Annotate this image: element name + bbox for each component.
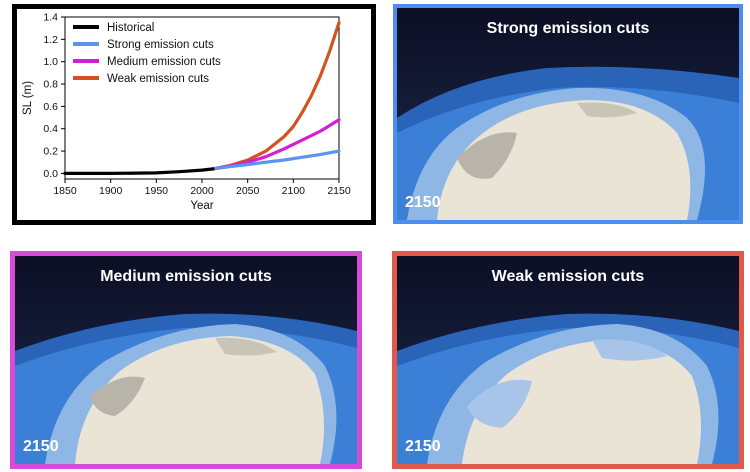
- y-tick-label: 1.4: [43, 12, 58, 24]
- x-tick-label: 2050: [236, 185, 260, 197]
- x-tick-label: 1850: [53, 185, 77, 197]
- scenario-title: Strong emission cuts: [486, 20, 650, 37]
- strong-emission-scene-panel: Strong emission cuts 2150: [393, 4, 743, 224]
- sea-level-chart-panel: 0.0 0.2 0.4 0.6 0.8 1.0 1.2 1.4 1850 1900 1950 2000…: [12, 4, 376, 225]
- series-line-weak-emission-cuts: [211, 21, 341, 171]
- antarctica-render-image: [15, 256, 357, 464]
- sea-level-chart: 0.0 0.2 0.4 0.6 0.8 1.0 1.2 1.4 1850 1900 1950 2000…: [22, 12, 351, 213]
- y-tick-label: 0.8: [43, 79, 58, 91]
- x-tick-label: 1900: [99, 185, 123, 197]
- legend-label: Strong emission cuts: [107, 39, 214, 51]
- weak-emission-scene-panel: Weak emission cuts 2150: [392, 251, 744, 469]
- x-tick-label: 2100: [282, 185, 306, 197]
- y-tick-label: 0.4: [43, 123, 58, 135]
- x-tick-label: 2000: [190, 185, 214, 197]
- series-line-strong-emission-cuts: [211, 149, 341, 171]
- series-line-historical: [63, 167, 215, 175]
- y-axis-title: SL (m): [22, 81, 34, 115]
- y-tick-label: 0.6: [43, 101, 58, 113]
- y-tick-label: 0.2: [43, 146, 58, 158]
- antarctica-render-image: [397, 8, 739, 220]
- y-tick-label: 1.2: [43, 34, 58, 46]
- legend-label: Weak emission cuts: [107, 73, 209, 85]
- x-tick-label: 1950: [145, 185, 169, 197]
- x-axis-title: Year: [190, 200, 213, 212]
- antarctica-render-image: [397, 256, 739, 464]
- scenario-title: Medium emission cuts: [100, 268, 272, 285]
- legend-label: Medium emission cuts: [107, 56, 221, 68]
- y-tick-label: 0.0: [43, 168, 58, 180]
- scenario-year-label: 2150: [405, 438, 441, 455]
- scenario-year-label: 2150: [23, 438, 59, 455]
- scenario-title: Weak emission cuts: [491, 268, 645, 285]
- x-tick-label: 2150: [327, 185, 351, 197]
- y-tick-label: 1.0: [43, 56, 58, 68]
- medium-emission-scene-panel: Medium emission cuts 2150: [10, 251, 362, 469]
- scenario-year-label: 2150: [405, 194, 441, 211]
- legend-label: Historical: [107, 22, 154, 34]
